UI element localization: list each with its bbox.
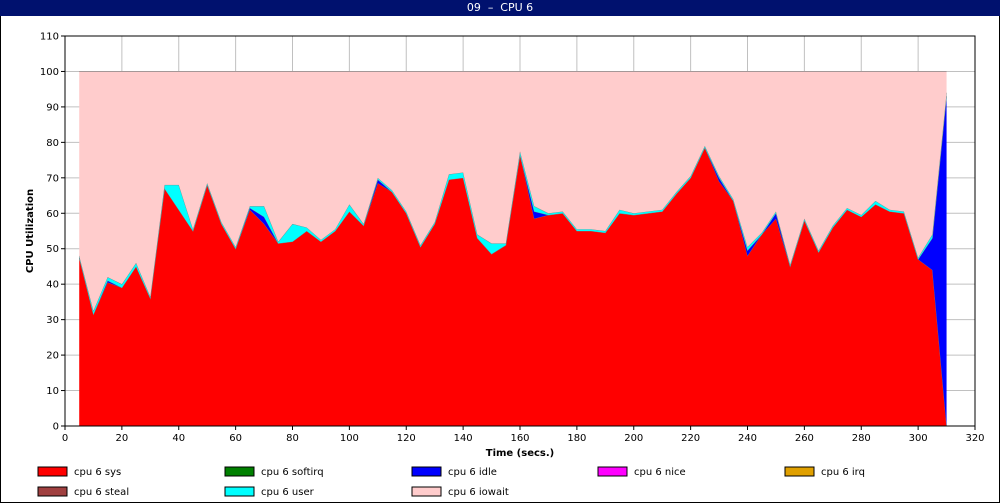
legend-swatch-cpu-6-steal (37, 486, 68, 497)
y-tick-label: 30 (46, 315, 59, 326)
legend-label-cpu-6-softirq: cpu 6 softirq (261, 467, 324, 478)
y-tick-label: 0 (53, 422, 59, 433)
legend-swatch-cpu-6-iowait (411, 486, 442, 497)
legend-swatch-cpu-6-idle (411, 466, 442, 477)
window-title: 09 – CPU 6 (466, 1, 534, 14)
legend-swatch-cpu-6-user (224, 486, 255, 497)
y-tick-label: 70 (46, 173, 59, 184)
x-tick-label: 260 (795, 433, 814, 444)
x-axis-label: Time (secs.) (486, 448, 555, 459)
axes: 0 20 40 60 80 100 120 140 160 180 200 220 240 260 280 3… (40, 32, 985, 445)
x-tick-label: 60 (229, 433, 242, 444)
window-title-bar: 09 – CPU 6 (0, 0, 1000, 16)
x-tick-label: 140 (454, 433, 473, 444)
y-tick-label: 110 (40, 32, 59, 43)
legend-label-cpu-6-sys: cpu 6 sys (74, 467, 121, 478)
legend-swatch-cpu-6-nice (597, 466, 628, 477)
y-tick-label: 40 (46, 280, 59, 291)
legend-swatch-cpu-6-irq (784, 466, 815, 477)
legend-label-cpu-6-iowait: cpu 6 iowait (448, 487, 509, 498)
legend-label-cpu-6-irq: cpu 6 irq (821, 467, 865, 478)
x-tick-label: 40 (172, 433, 185, 444)
x-tick-label: 100 (340, 433, 359, 444)
x-tick-label: 160 (510, 433, 529, 444)
x-tick-label: 300 (909, 433, 928, 444)
y-tick-label: 10 (46, 386, 59, 397)
x-tick-label: 240 (738, 433, 757, 444)
legend-swatch-cpu-6-softirq (224, 466, 255, 477)
cpu-utilization-chart: 0 20 40 60 80 100 120 140 160 180 200 220 240 260 280 3… (25, 32, 985, 499)
series-area-cpu-6-iowait (79, 71, 947, 311)
legend-swatch-cpu-6-sys (37, 466, 68, 477)
legend-label-cpu-6-steal: cpu 6 steal (74, 487, 129, 498)
x-tick-label: 180 (567, 433, 586, 444)
y-tick-label: 90 (46, 102, 59, 113)
stacked-areas (78, 71, 947, 427)
x-tick-label: 120 (397, 433, 416, 444)
x-tick-label: 80 (286, 433, 299, 444)
y-tick-label: 60 (46, 209, 59, 220)
x-tick-label: 280 (852, 433, 871, 444)
legend: cpu 6 sys cpu 6 softirq cpu 6 idle cpu 6 ni… (37, 466, 865, 498)
legend-label-cpu-6-idle: cpu 6 idle (448, 467, 497, 478)
series-area-cpu-6-sys (79, 147, 947, 426)
x-tick-label: 200 (624, 433, 643, 444)
x-tick-label: 320 (965, 433, 984, 444)
series-edge-cpu-6-idle (78, 96, 947, 316)
y-axis-label: CPU Utilization (25, 189, 36, 273)
x-tick-label: 220 (681, 433, 700, 444)
x-tick-label: 0 (62, 433, 68, 444)
legend-label-cpu-6-nice: cpu 6 nice (634, 467, 686, 478)
y-tick-label: 100 (40, 67, 59, 78)
x-tick-label: 20 (116, 433, 129, 444)
y-tick-label: 20 (46, 351, 59, 362)
series-edge-cpu-6-user (78, 92, 947, 312)
y-tick-label: 50 (46, 244, 59, 255)
y-tick-label: 80 (46, 138, 59, 149)
legend-label-cpu-6-user: cpu 6 user (261, 487, 315, 498)
